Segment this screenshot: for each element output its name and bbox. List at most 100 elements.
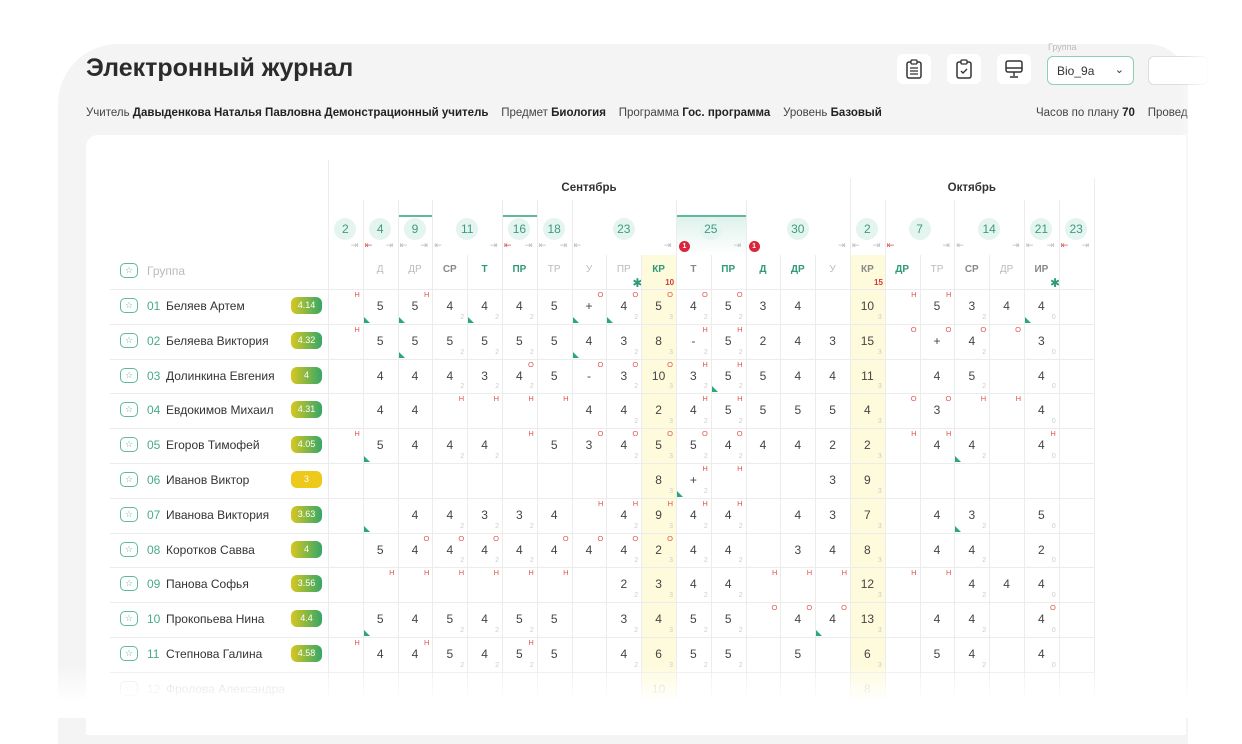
date-button[interactable]: 11: [456, 218, 479, 240]
grade-cell[interactable]: 5: [537, 289, 572, 324]
grade-cell[interactable]: Н: [432, 567, 467, 602]
grade-cell[interactable]: Н: [954, 393, 989, 428]
lesson-entry-icon[interactable]: ⇤: [434, 240, 442, 250]
grade-cell[interactable]: 4: [780, 498, 815, 533]
star-icon[interactable]: ☆: [120, 576, 138, 592]
lesson-link-icon[interactable]: ⇥: [385, 240, 394, 250]
column-type-header[interactable]: Д: [376, 264, 384, 275]
column-type-header[interactable]: КР: [652, 264, 665, 275]
date-button[interactable]: 18: [543, 218, 566, 240]
column-type-header[interactable]: ПР: [721, 264, 736, 275]
date-button[interactable]: 16: [508, 218, 531, 240]
grade-cell[interactable]: [885, 533, 920, 568]
student-name[interactable]: Беляева Виктория: [166, 333, 269, 348]
grade-cell[interactable]: Н: [920, 567, 955, 602]
grade-cell[interactable]: [885, 463, 920, 498]
grade-cell[interactable]: [363, 498, 398, 533]
grade-cell[interactable]: [920, 463, 955, 498]
grade-cell[interactable]: [1059, 359, 1094, 394]
grade-cell[interactable]: [328, 498, 363, 533]
student-name[interactable]: Иванов Виктор: [166, 473, 250, 487]
grade-cell[interactable]: Н: [537, 393, 572, 428]
grade-cell[interactable]: 5: [363, 428, 398, 463]
grade-cell[interactable]: Н: [502, 393, 537, 428]
column-type-header[interactable]: СР: [964, 264, 979, 275]
lesson-link-icon[interactable]: ⇥: [350, 240, 359, 250]
grade-cell[interactable]: 3: [815, 498, 850, 533]
grade-cell[interactable]: 5: [537, 428, 572, 463]
student-row[interactable]: ☆ 09 Панова Софья 3.56: [110, 567, 328, 602]
lesson-entry-icon[interactable]: ⇤: [399, 240, 408, 250]
grade-cell[interactable]: Н: [467, 393, 502, 428]
grade-cell[interactable]: [989, 359, 1024, 394]
grade-cell[interactable]: [328, 393, 363, 428]
date-button[interactable]: 25: [699, 218, 722, 240]
monitor-icon[interactable]: [997, 54, 1031, 84]
grade-cell[interactable]: Н: [398, 567, 433, 602]
grade-cell[interactable]: Н: [815, 567, 850, 602]
student-name[interactable]: Коротков Савва: [166, 542, 255, 557]
lesson-link-icon[interactable]: ⇥: [733, 240, 742, 250]
grade-cell[interactable]: + О: [920, 324, 955, 359]
column-type-header[interactable]: Т: [481, 264, 488, 275]
date-button[interactable]: 23: [1065, 218, 1088, 240]
grade-cell[interactable]: 4: [920, 498, 955, 533]
grade-cell[interactable]: [989, 602, 1024, 637]
column-type-header[interactable]: СР: [442, 264, 457, 275]
grade-cell[interactable]: 5: [537, 359, 572, 394]
grade-cell[interactable]: 2: [746, 324, 781, 359]
student-name[interactable]: Панова Софья: [166, 577, 249, 592]
grade-cell[interactable]: [328, 463, 363, 498]
grade-cell[interactable]: Н: [746, 567, 781, 602]
lesson-link-icon[interactable]: ⇥: [524, 240, 533, 250]
student-row[interactable]: ☆ 05 Егоров Тимофей 4.05: [110, 428, 328, 463]
grade-cell[interactable]: 4: [780, 359, 815, 394]
grade-cell[interactable]: О: [989, 324, 1024, 359]
date-button[interactable]: 23: [612, 218, 635, 240]
grade-cell[interactable]: Н: [780, 567, 815, 602]
grade-cell[interactable]: 4: [398, 602, 433, 637]
grade-cell[interactable]: 5: [363, 324, 398, 359]
column-type-header[interactable]: ПР: [512, 264, 527, 275]
grade-cell[interactable]: Н: [711, 463, 746, 498]
star-icon[interactable]: ☆: [120, 541, 138, 557]
grade-cell[interactable]: 4: [572, 393, 607, 428]
column-type-header[interactable]: У: [585, 264, 593, 275]
grade-cell[interactable]: 4: [920, 602, 955, 637]
student-row[interactable]: ☆ 01 Беляев Артем 4.14: [110, 289, 328, 324]
column-type-header[interactable]: ДР: [790, 264, 805, 275]
grade-cell[interactable]: 4: [989, 289, 1024, 324]
